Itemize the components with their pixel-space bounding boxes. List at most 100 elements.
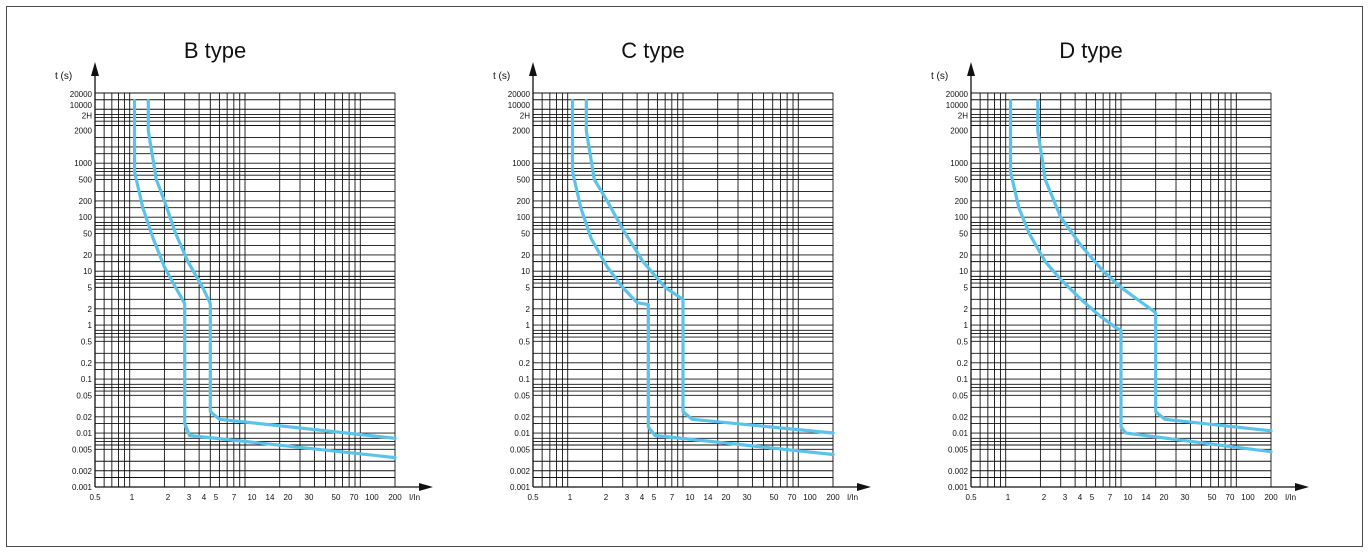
chart-title: D type (1059, 38, 1123, 63)
chart-title: B type (184, 38, 246, 63)
x-tick-label: 5 (652, 493, 657, 502)
x-tick-label: 4 (1078, 493, 1083, 502)
x-tick-label: 7 (232, 493, 237, 502)
y-tick-label: 0.1 (81, 375, 93, 384)
x-axis-arrow (419, 483, 433, 491)
x-axis-label: I/In (847, 493, 858, 502)
y-tick-label: 0.02 (514, 413, 530, 422)
y-tick-label: 50 (83, 229, 92, 238)
x-tick-label: 3 (187, 493, 192, 502)
x-tick-label: 70 (788, 493, 797, 502)
y-tick-label: 2H (520, 111, 530, 120)
y-tick-label: 2000 (950, 126, 968, 135)
y-tick-label: 500 (955, 175, 969, 184)
y-tick-label: 10 (959, 267, 968, 276)
x-tick-label: 10 (248, 493, 257, 502)
x-tick-label: 3 (1063, 493, 1068, 502)
y-tick-label: 0.02 (952, 413, 968, 422)
trip-curve-lower (570, 99, 835, 457)
x-tick-label: 100 (365, 493, 379, 502)
y-tick-label: 200 (955, 197, 969, 206)
y-tick-label: 0.5 (81, 337, 93, 346)
x-tick-label: 14 (266, 493, 275, 502)
y-tick-label: 5 (88, 283, 93, 292)
y-tick-label: 2000 (512, 126, 530, 135)
y-tick-label: 0.1 (957, 375, 969, 384)
y-tick-label: 0.05 (952, 391, 968, 400)
x-tick-label: 70 (350, 493, 359, 502)
y-tick-label: 0.05 (514, 391, 530, 400)
x-tick-label: 2 (1042, 493, 1047, 502)
y-tick-label: 2 (526, 305, 531, 314)
y-tick-label: 0.05 (76, 391, 92, 400)
y-tick-label: 5 (526, 283, 531, 292)
y-tick-label: 10000 (946, 101, 969, 110)
x-tick-label: 7 (1108, 493, 1113, 502)
y-tick-label: 50 (521, 229, 530, 238)
x-tick-label: 200 (826, 493, 840, 502)
x-tick-label: 5 (1090, 493, 1095, 502)
y-tick-label: 0.002 (948, 467, 969, 476)
y-tick-label: 0.001 (510, 483, 531, 492)
y-tick-label: 0.5 (519, 337, 531, 346)
x-tick-label: 20 (1160, 493, 1169, 502)
y-tick-label: 1 (964, 321, 969, 330)
x-tick-label: 100 (1241, 493, 1255, 502)
y-tick-label: 200 (79, 197, 93, 206)
y-tick-label: 100 (517, 213, 531, 222)
x-tick-label: 70 (1226, 493, 1235, 502)
y-axis-label: t (s) (493, 71, 510, 82)
y-tick-label: 200 (517, 197, 531, 206)
x-axis-label: I/In (409, 493, 420, 502)
y-tick-label: 0.001 (72, 483, 93, 492)
y-tick-label: 1000 (950, 159, 968, 168)
y-tick-label: 20000 (70, 90, 93, 99)
y-tick-label: 2H (958, 111, 968, 120)
y-tick-label: 1000 (74, 159, 92, 168)
x-tick-label: 5 (214, 493, 219, 502)
x-axis-arrow (1295, 483, 1309, 491)
x-tick-label: 14 (1142, 493, 1151, 502)
trip-curve-upper (1036, 99, 1273, 433)
trip-curve-lower (132, 99, 397, 460)
y-tick-label: 10 (83, 267, 92, 276)
y-tick-label: 100 (79, 213, 93, 222)
y-tick-label: 0.01 (952, 429, 968, 438)
x-tick-label: 50 (1208, 493, 1217, 502)
y-tick-label: 500 (517, 175, 531, 184)
x-tick-label: 30 (743, 493, 752, 502)
x-tick-label: 2 (166, 493, 171, 502)
y-tick-label: 500 (79, 175, 93, 184)
y-tick-label: 20000 (946, 90, 969, 99)
y-tick-label: 2H (82, 111, 92, 120)
y-tick-label: 0.5 (957, 337, 969, 346)
x-tick-label: 1 (568, 493, 573, 502)
x-tick-label: 0.5 (89, 493, 101, 502)
trip-curve-upper (584, 99, 835, 435)
x-tick-label: 3 (625, 493, 630, 502)
y-tick-label: 0.2 (957, 359, 969, 368)
y-tick-label: 10 (521, 267, 530, 276)
x-tick-label: 1 (130, 493, 135, 502)
chart-title: C type (621, 38, 685, 63)
x-tick-label: 0.5 (527, 493, 539, 502)
x-tick-label: 20 (722, 493, 731, 502)
y-axis-arrow (91, 62, 99, 76)
x-tick-label: 30 (305, 493, 314, 502)
x-tick-label: 30 (1181, 493, 1190, 502)
y-tick-label: 20 (521, 251, 530, 260)
x-tick-label: 2 (604, 493, 609, 502)
x-tick-label: 50 (770, 493, 779, 502)
y-tick-label: 20000 (508, 90, 531, 99)
x-tick-label: 7 (670, 493, 675, 502)
y-tick-label: 0.002 (510, 467, 531, 476)
x-axis-label: I/In (1285, 493, 1296, 502)
y-tick-label: 10000 (70, 101, 93, 110)
y-tick-label: 0.005 (72, 445, 93, 454)
y-axis-arrow (967, 62, 975, 76)
y-tick-label: 0.2 (519, 359, 531, 368)
y-axis-label: t (s) (55, 71, 72, 82)
y-tick-label: 0.005 (510, 445, 531, 454)
